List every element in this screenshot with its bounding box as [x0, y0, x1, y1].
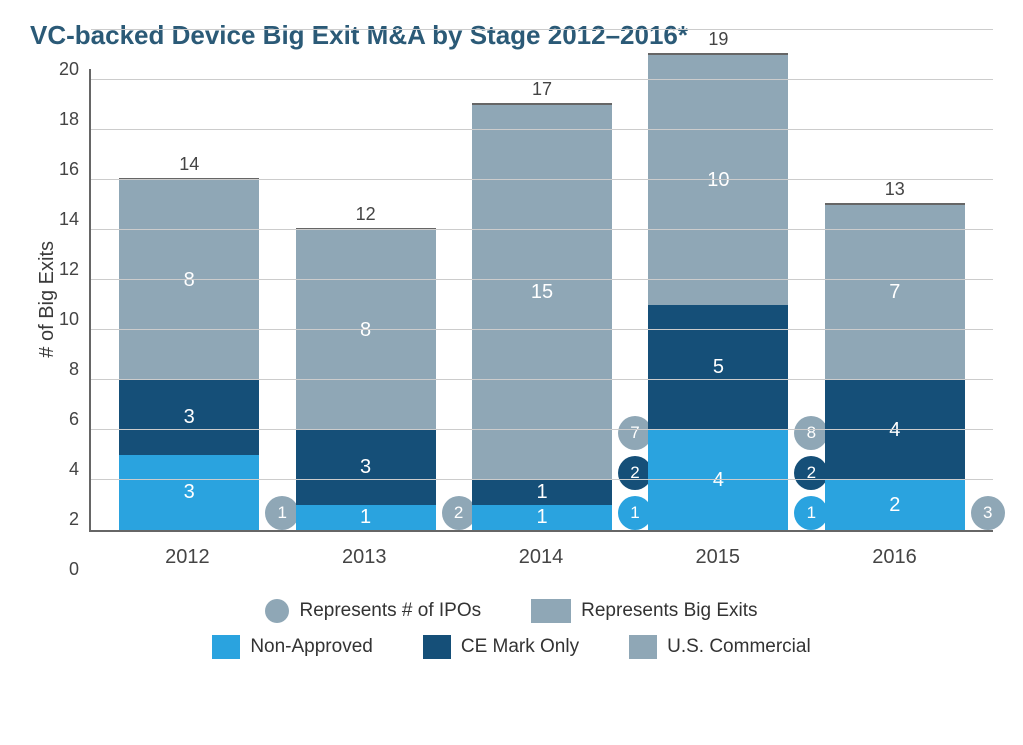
gridline [91, 229, 993, 230]
legend-swatch [629, 635, 657, 659]
legend-swatch [265, 599, 289, 623]
x-tick-label: 2014 [471, 546, 611, 569]
x-tick-label: 2015 [648, 546, 788, 569]
legend-label: CE Mark Only [461, 636, 579, 658]
legend-label: Non-Approved [250, 636, 373, 658]
y-tick-label: 8 [69, 359, 79, 380]
ipo-circle: 7 [618, 416, 652, 450]
ipo-circle: 8 [794, 416, 828, 450]
gridline [91, 329, 993, 330]
y-tick-label: 14 [59, 209, 79, 230]
ipo-circle: 2 [618, 456, 652, 490]
bar-segment-ce-mark: 3 [119, 380, 259, 455]
legend-swatch [423, 635, 451, 659]
ipo-circles: 2 [442, 496, 476, 530]
y-tick-label: 0 [69, 559, 79, 580]
ipo-circles: 1 2 7 [618, 416, 652, 530]
bar-segment-us-commercial: 8 [296, 230, 436, 430]
bar-segment-non-approved: 1 [296, 505, 436, 530]
legend-item: CE Mark Only [423, 635, 579, 659]
bar-segment-ce-mark: 1 [472, 480, 612, 505]
bar-segment-non-approved: 2 [825, 480, 965, 530]
y-tick-label: 12 [59, 259, 79, 280]
total-label: 19 [708, 29, 728, 55]
ipo-circle: 2 [794, 456, 828, 490]
legend: Represents # of IPOs Represents Big Exits… [30, 599, 993, 659]
total-label: 13 [885, 179, 905, 205]
bar-segment-ce-mark: 5 [648, 305, 788, 430]
y-tick-label: 18 [59, 109, 79, 130]
x-tick-label: 2016 [825, 546, 965, 569]
gridline [91, 79, 993, 80]
legend-label: Represents # of IPOs [299, 600, 481, 622]
bar-group: 338141 [119, 180, 259, 530]
bar-group: 138122 [296, 230, 436, 530]
y-tick-label: 20 [59, 59, 79, 80]
gridline [91, 129, 993, 130]
y-tick-label: 16 [59, 159, 79, 180]
bar-segment-us-commercial: 8 [119, 180, 259, 380]
total-label: 17 [532, 79, 552, 105]
bar-segment-ce-mark: 3 [296, 430, 436, 505]
ipo-circle: 1 [618, 496, 652, 530]
y-tick-label: 2 [69, 509, 79, 530]
legend-item: U.S. Commercial [629, 635, 811, 659]
y-tick-label: 4 [69, 459, 79, 480]
total-label: 12 [356, 204, 376, 230]
bar-segment-non-approved: 1 [472, 505, 612, 530]
bar-group: 111517127 [472, 105, 612, 530]
gridline [91, 479, 993, 480]
ipo-circle: 2 [442, 496, 476, 530]
bar-group: 247133 [825, 205, 965, 530]
gridline [91, 179, 993, 180]
bar-segment-non-approved: 4 [648, 430, 788, 530]
legend-swatch [212, 635, 240, 659]
legend-row-1: Represents # of IPOs Represents Big Exits [265, 599, 757, 623]
x-tick-label: 2013 [294, 546, 434, 569]
gridline [91, 279, 993, 280]
ipo-circle: 1 [794, 496, 828, 530]
legend-item: Non-Approved [212, 635, 373, 659]
bar-segment-non-approved: 3 [119, 455, 259, 530]
legend-label: U.S. Commercial [667, 636, 811, 658]
gridline [91, 429, 993, 430]
ipo-circles: 1 2 8 [794, 416, 828, 530]
legend-swatch [531, 599, 571, 623]
gridline [91, 379, 993, 380]
bar-segment-ce-mark: 4 [825, 380, 965, 480]
legend-item: Represents # of IPOs [265, 599, 481, 623]
y-tick-label: 6 [69, 409, 79, 430]
ipo-circle: 3 [971, 496, 1005, 530]
bars-container: 338141138122111517127451019128247133 [91, 69, 993, 530]
legend-row-2: Non-Approved CE Mark Only U.S. Commercial [212, 635, 810, 659]
ipo-circle: 1 [265, 496, 299, 530]
bar-segment-us-commercial: 10 [648, 55, 788, 305]
ipo-circles: 1 [265, 496, 299, 530]
bar-segment-us-commercial: 15 [472, 105, 612, 480]
x-tick-label: 2012 [117, 546, 257, 569]
y-axis: 20181614121086420 [59, 69, 89, 569]
bar-group: 451019128 [648, 55, 788, 530]
plot-area: 338141138122111517127451019128247133 [89, 69, 993, 532]
legend-label: Represents Big Exits [581, 600, 757, 622]
y-tick-label: 10 [59, 309, 79, 330]
ipo-circles: 3 [971, 496, 1005, 530]
total-label: 14 [179, 154, 199, 180]
chart-title: VC-backed Device Big Exit M&A by Stage 2… [30, 20, 993, 51]
y-axis-label: # of Big Exits [30, 241, 59, 358]
x-axis: 2012 2013 2014 2015 2016 [89, 532, 993, 569]
gridline [91, 29, 993, 30]
bar-segment-us-commercial: 7 [825, 205, 965, 380]
chart-container: # of Big Exits 20181614121086420 3381411… [30, 69, 993, 569]
legend-item: Represents Big Exits [531, 599, 757, 623]
